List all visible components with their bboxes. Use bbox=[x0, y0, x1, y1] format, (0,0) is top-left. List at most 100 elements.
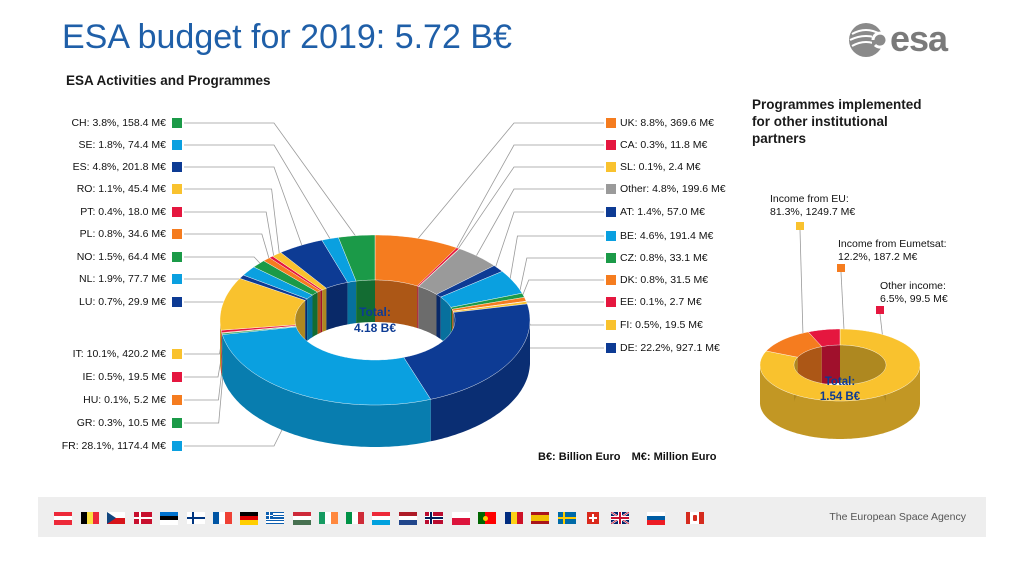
swatch-es bbox=[172, 162, 182, 172]
leader-pt bbox=[184, 211, 275, 259]
label-other-income: Other income: 6.5%, 99.5 M€ bbox=[880, 280, 948, 306]
slice-side-ie bbox=[221, 330, 222, 375]
flag-no-icon bbox=[425, 512, 443, 524]
flag-dk-icon bbox=[133, 512, 152, 524]
label-lu: LU: 0.7%, 29.9 M€ bbox=[79, 296, 166, 308]
leader-se bbox=[184, 144, 332, 242]
label-income-from-eumetsat: Income from Eumetsat: 12.2%, 187.2 M€ bbox=[838, 238, 947, 264]
esa-logo-text: esa bbox=[890, 18, 948, 59]
label-other: Other: 4.8%, 199.6 M€ bbox=[620, 183, 726, 195]
swatch-dk bbox=[606, 275, 616, 285]
leader-fi bbox=[521, 303, 604, 326]
flag-ie-icon bbox=[319, 512, 338, 524]
swatch-be bbox=[606, 231, 616, 241]
billion-euro-note: B€: Billion Euro bbox=[538, 451, 621, 463]
donut2-center-label: Total: bbox=[825, 376, 855, 388]
label-line: 12.2%, 187.2 M€ bbox=[838, 251, 918, 263]
flag-pl-icon bbox=[451, 512, 470, 525]
leader-sl bbox=[456, 166, 604, 252]
flag-lu-icon bbox=[372, 512, 390, 525]
swatch-at bbox=[606, 207, 616, 217]
label-uk: UK: 8.8%, 369.6 M€ bbox=[620, 117, 714, 129]
swatch-fr bbox=[172, 441, 182, 451]
leader-income-from-eu bbox=[799, 229, 804, 337]
flag-cz-icon bbox=[107, 512, 125, 524]
right-title-line: Programmes implemented bbox=[752, 97, 922, 112]
swatch-gr bbox=[172, 418, 182, 428]
leader-dk bbox=[520, 279, 604, 300]
donut2-center-value: 1.54 B€ bbox=[820, 391, 861, 403]
leader-uk bbox=[415, 122, 604, 241]
flag-nl-icon bbox=[398, 512, 417, 525]
slice-inner-at bbox=[436, 294, 441, 340]
slice-side-fr bbox=[222, 334, 431, 447]
label-line: Other income: bbox=[880, 280, 946, 292]
units-legend: B€: Billion Euro M€: Million Euro bbox=[538, 451, 725, 463]
flag-uk-icon bbox=[610, 512, 629, 524]
leader-ro bbox=[184, 188, 280, 257]
partners-donut: Total: 1.54 B€ bbox=[759, 328, 921, 439]
label-sl: SL: 0.1%, 2.4 M€ bbox=[620, 161, 701, 173]
esa-activities-and-programmes-inner-wall bbox=[295, 280, 455, 362]
swatch-ee bbox=[606, 297, 616, 307]
label-ca: CA: 0.3%, 11.8 M€ bbox=[620, 139, 708, 151]
leader-ca bbox=[455, 144, 604, 251]
label-be: BE: 4.6%, 191.4 M€ bbox=[620, 230, 714, 242]
slice-inner-es bbox=[326, 282, 348, 331]
swatch-it bbox=[172, 349, 182, 359]
swatch-income-from-eu bbox=[796, 222, 804, 230]
swatch-uk bbox=[606, 118, 616, 128]
flag-be-icon bbox=[80, 512, 99, 524]
slice-inner-ca bbox=[417, 286, 419, 329]
flag-se-icon bbox=[557, 512, 576, 524]
swatch-other-income bbox=[876, 306, 884, 314]
label-hu: HU: 0.1%, 5.2 M€ bbox=[83, 394, 166, 406]
flag-ro-icon bbox=[504, 512, 523, 524]
label-line: 81.3%, 1249.7 M€ bbox=[770, 206, 856, 218]
flag-fi-icon bbox=[186, 512, 205, 524]
esa-logo: esa bbox=[846, 18, 976, 64]
label-se: SE: 1.8%, 74.4 M€ bbox=[78, 139, 166, 151]
swatch-no bbox=[172, 252, 182, 262]
leader-es bbox=[184, 166, 304, 248]
leader-no bbox=[184, 256, 263, 266]
esa-activities-and-programmes-top bbox=[219, 234, 531, 406]
label-ro: RO: 1.1%, 45.4 M€ bbox=[76, 183, 166, 195]
label-fr: FR: 28.1%, 1174.4 M€ bbox=[61, 440, 166, 452]
swatch-sl bbox=[606, 162, 616, 172]
leader-pl bbox=[184, 233, 271, 262]
swatch-ca bbox=[606, 140, 616, 150]
flag-it-icon bbox=[345, 512, 364, 524]
swatch-de bbox=[606, 343, 616, 353]
slice-inner-ro bbox=[322, 288, 327, 332]
flag-pt-icon bbox=[478, 512, 496, 524]
label-ee: EE: 0.1%, 2.7 M€ bbox=[620, 296, 702, 308]
slice-inner-ch bbox=[356, 280, 375, 324]
slice-inner-lu bbox=[305, 298, 308, 343]
flag-ee-icon bbox=[160, 512, 178, 525]
swatch-ie bbox=[172, 372, 182, 382]
label-line: Income from Eumetsat: bbox=[838, 238, 947, 250]
right-title-line: for other institutional bbox=[752, 114, 888, 129]
flag-ch-icon bbox=[584, 512, 602, 524]
donut1-center-label: Total: bbox=[359, 305, 391, 319]
page-title: ESA budget for 2019: 5.72 B€ bbox=[62, 18, 512, 56]
right-title-line: partners bbox=[752, 131, 807, 146]
slice-inner-pl bbox=[317, 290, 321, 335]
swatch-other bbox=[606, 184, 616, 194]
flag-es-icon bbox=[531, 512, 549, 524]
label-fi: FI: 0.5%, 19.5 M€ bbox=[620, 319, 703, 331]
footer-bar: The European Space Agency bbox=[38, 497, 986, 537]
flag-fr-icon bbox=[213, 512, 232, 524]
label-gr: GR: 0.3%, 10.5 M€ bbox=[76, 417, 166, 429]
slice-inner-nl bbox=[307, 295, 313, 341]
flag-de-icon bbox=[239, 512, 258, 525]
leader-cz bbox=[518, 257, 604, 297]
slice-inner-pt bbox=[320, 290, 323, 333]
label-line: 6.5%, 99.5 M€ bbox=[880, 293, 948, 305]
label-es: ES: 4.8%, 201.8 M€ bbox=[72, 161, 166, 173]
slice-inner-other-income bbox=[821, 345, 840, 385]
member-states-donut: Total: 4.18 B€ bbox=[219, 234, 531, 447]
left-chart-title: ESA Activities and Programmes bbox=[66, 73, 271, 88]
swatch-hu bbox=[172, 395, 182, 405]
